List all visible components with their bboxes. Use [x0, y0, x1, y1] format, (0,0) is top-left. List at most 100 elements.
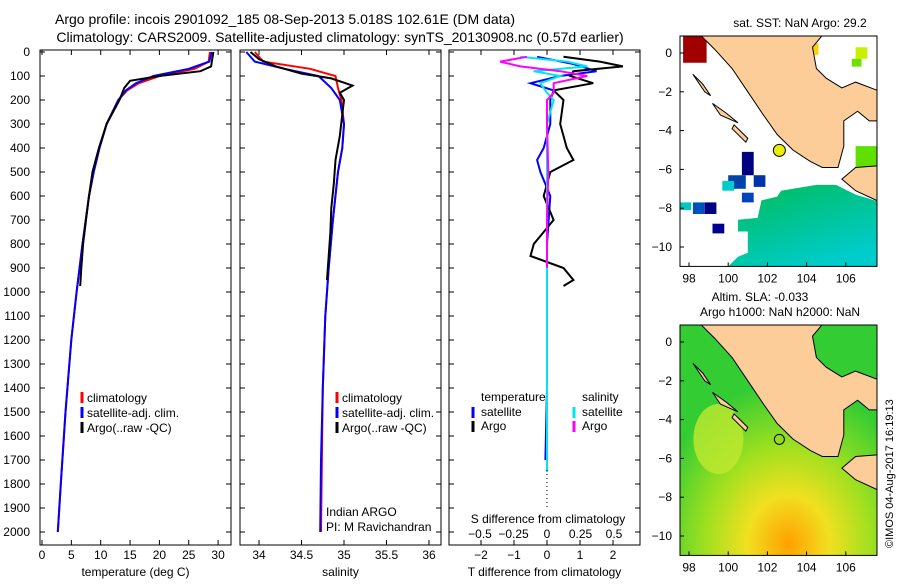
y-tick-label: 800 [10, 237, 30, 251]
y-tick-label: −4 [658, 413, 672, 427]
sst-cell [753, 175, 766, 187]
y-tick-label: −8 [658, 490, 672, 504]
axes-box [239, 49, 442, 546]
sst-cell [722, 181, 735, 191]
island [712, 102, 739, 124]
x-tick-label: 0 [544, 548, 551, 562]
legend-label: climatology [87, 391, 147, 405]
y-tick-label: 0 [665, 335, 672, 349]
annotation-line-1: Indian ARGO [326, 505, 397, 519]
x-tick-label: 102 [757, 560, 777, 574]
y-tick-label: 2000 [3, 525, 30, 539]
x-tick-label: −2 [474, 548, 488, 562]
map-frame [679, 35, 878, 267]
title-line-2: Climatology: CARS2009. Satellite-adjuste… [56, 29, 623, 45]
y-tick-label: −2 [658, 374, 672, 388]
y-tick-label: 300 [10, 117, 30, 131]
sst-cell [692, 202, 705, 214]
x-tick-label: 10 [94, 548, 108, 562]
x-tick-label: 100 [718, 560, 738, 574]
land-java [841, 165, 877, 202]
series-line-climatology [254, 51, 346, 533]
argo-position-marker [772, 143, 786, 157]
s-tick-label: 0.25 [569, 527, 593, 541]
x-tick-label: 98 [682, 560, 696, 574]
series-line-s-argo [499, 55, 588, 268]
series-line-argo [79, 51, 215, 287]
y-tick-label: −4 [658, 124, 672, 138]
series-line-climatology [56, 51, 211, 533]
title-line-1: Argo profile: incois 2901092_185 08-Sep-… [55, 11, 515, 27]
y-tick-label: 1300 [3, 357, 30, 371]
s-tick-label: −0.25 [498, 527, 529, 541]
y-tick-label: 1000 [3, 285, 30, 299]
x-tick-label: 106 [836, 271, 856, 285]
legend-label: satellite [582, 405, 623, 419]
legend-label: Argo [582, 419, 608, 433]
profile-panel-salinity: 34 34.5 35 35.5 36 salinity climatologysatelli… [239, 49, 442, 579]
y-tick-label: −10 [652, 240, 673, 254]
series-line-satellite-adj-clim- [245, 51, 346, 533]
x-tick-label: 36 [422, 548, 436, 562]
x-tick-label: 102 [757, 271, 777, 285]
sst-cell [851, 58, 862, 67]
axes-box [39, 49, 232, 546]
s-tick-label: −0.5 [468, 527, 492, 541]
x-tick-label: 34.5 [290, 548, 314, 562]
x-tick-label: 100 [718, 271, 738, 285]
sla-map: 98 100 102 104 106 0 −2 −4 −6 −8 −10 [652, 324, 878, 574]
profile-panel-difference: −2 −1 0 1 2 T difference from climatology S di… [448, 49, 641, 579]
legend-label: satellite-adj. clim. [87, 406, 179, 420]
x-tick-label: 5 [68, 548, 75, 562]
y-tick-label: 1600 [3, 429, 30, 443]
x-axis-label: T difference from climatology [468, 565, 622, 579]
argo-position-marker [773, 433, 785, 445]
y-tick-label: 1800 [3, 477, 30, 491]
island [692, 73, 712, 97]
x-tick-label: 1 [577, 548, 584, 562]
y-tick-label: 0 [665, 46, 672, 60]
y-tick-label: 1100 [4, 309, 30, 323]
y-tick-label: −2 [658, 85, 672, 99]
y-tick-label: 1700 [3, 453, 30, 467]
series-line-satellite-adj-clim- [56, 51, 213, 533]
legend-label: satellite-adj. clim. [342, 406, 434, 420]
island [731, 412, 749, 433]
x-axis-label: temperature (deg C) [81, 565, 189, 579]
sst-cell [704, 202, 717, 214]
y-tick-label: −8 [658, 201, 672, 215]
x-tick-label: −1 [507, 548, 521, 562]
x-axis-label: salinity [322, 565, 359, 579]
x-tick-label: 98 [682, 271, 696, 285]
x-tick-label: 15 [123, 548, 137, 562]
s-tick-label: 0.5 [606, 527, 623, 541]
sst-cell [741, 192, 754, 203]
sst-ocean-field [728, 184, 877, 267]
sst-cell [680, 202, 691, 211]
y-tick-label: −6 [658, 451, 672, 465]
x-tick-label: 104 [797, 271, 817, 285]
sla-map-title-2: Argo h1000: NaN h2000: NaN [700, 305, 860, 319]
sst-cell [683, 36, 707, 63]
x-tick-label: 2 [610, 548, 617, 562]
island [712, 391, 739, 413]
legend-label: Argo(..raw -QC) [87, 421, 172, 435]
map-frame [679, 324, 878, 556]
x-tick-label: 106 [836, 560, 856, 574]
y-tick-label: −10 [652, 529, 673, 543]
y-tick-label: 1500 [3, 405, 30, 419]
legend-label: Argo [481, 419, 507, 433]
y-tick-label: 400 [10, 141, 30, 155]
y-tick-label: −6 [658, 162, 672, 176]
x-tick-label: 35 [337, 548, 351, 562]
map-content [680, 325, 877, 556]
axes-box [448, 49, 641, 546]
x-tick-label: 25 [182, 548, 196, 562]
sst-map-title: sat. SST: NaN Argo: 29.2 [733, 16, 867, 30]
land-java [841, 454, 877, 491]
y-tick-label: 200 [10, 93, 30, 107]
y-tick-label: 900 [10, 261, 30, 275]
legend-heading-salinity: salinity [582, 390, 619, 404]
